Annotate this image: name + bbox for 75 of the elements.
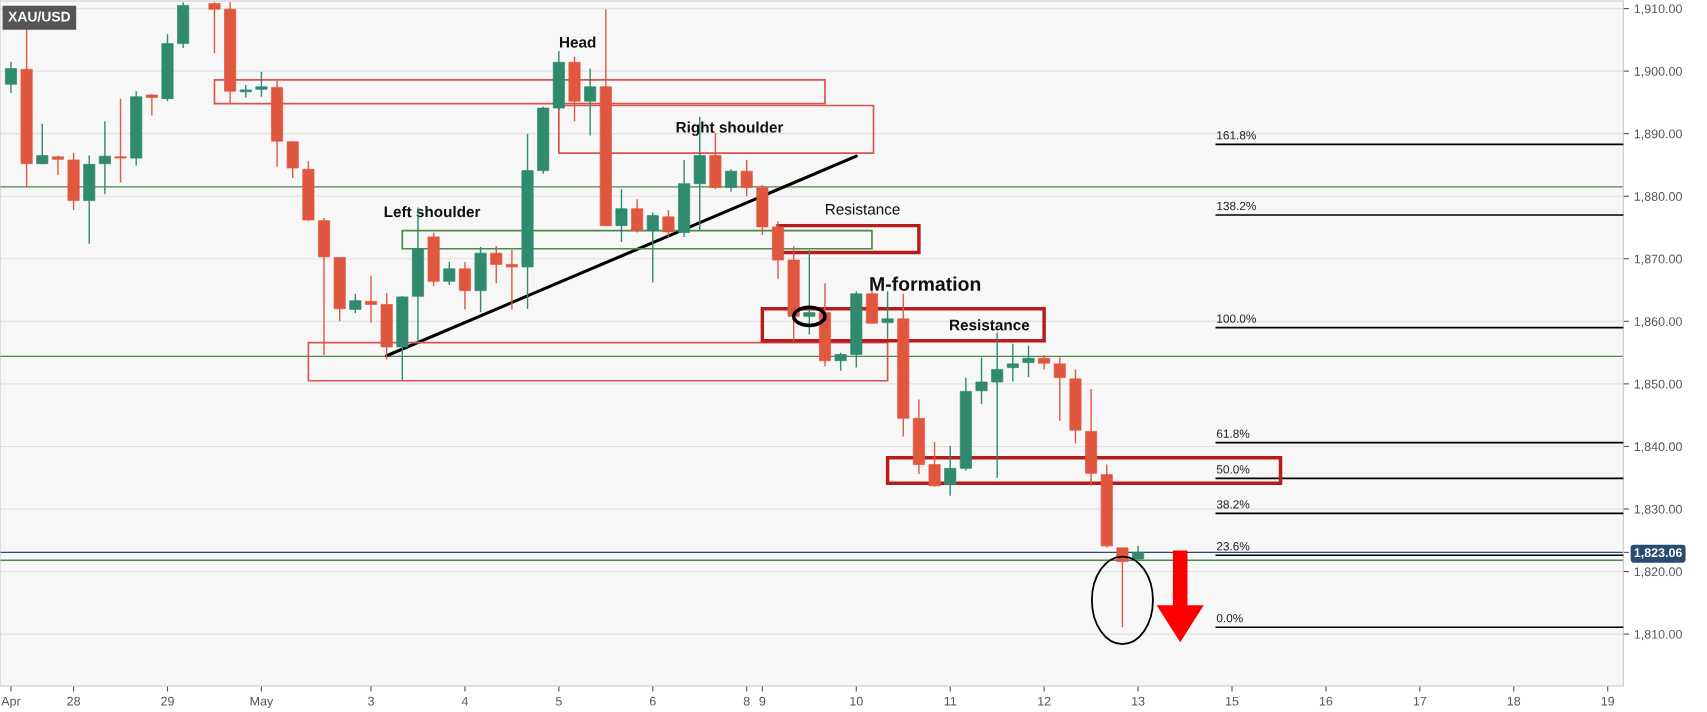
annotation: 138.2% [1217, 201, 1256, 211]
candlestick [928, 441, 941, 488]
x-tick-label: Apr [1, 696, 21, 709]
candlestick [98, 120, 111, 196]
annotation: Resistance [826, 203, 900, 215]
candlestick [881, 290, 894, 340]
annotation: 61.8% [1216, 429, 1250, 438]
y-tick-label: 1,880.00 [1634, 192, 1682, 203]
candlestick [208, 1, 221, 55]
x-tick-label: 19 [1601, 696, 1615, 706]
candlestick [505, 249, 518, 311]
annotation: 38.2% [1216, 500, 1250, 509]
candlestick [1053, 356, 1066, 422]
y-tick-label: 1,850.00 [1634, 379, 1682, 391]
candlestick [646, 211, 659, 284]
text: XAU/USD [8, 11, 71, 22]
y-tick-label: 1,900.00 [1634, 66, 1682, 78]
candlestick [725, 168, 738, 193]
y-tick-label: 1,830.00 [1634, 504, 1682, 516]
candlestick [662, 209, 675, 238]
y-tick-label: 1,820.00 [1634, 567, 1682, 578]
y-tick-label: 1,870.00 [1634, 254, 1682, 265]
x-tick-label: May [250, 696, 274, 709]
annotation: Head [559, 36, 596, 48]
x-tick-label: 6 [649, 696, 656, 706]
y-tick-label: 1,910.00 [1634, 4, 1682, 15]
annotation: 0.0% [1216, 614, 1243, 623]
annotation: 23.6% [1216, 542, 1250, 551]
candlestick [4, 61, 17, 94]
candlestick [255, 71, 268, 98]
x-tick-label: 8 [743, 696, 750, 706]
candlestick [145, 93, 158, 117]
candlestick [1022, 345, 1035, 378]
annotation: 161.8% [1217, 131, 1256, 140]
y-tick-label: 1,823.06 [1634, 548, 1682, 559]
x-tick-label: 15 [1226, 696, 1239, 706]
x-tick-label: 29 [161, 696, 174, 706]
candlestick [458, 261, 471, 311]
annotation: 100.0% [1217, 314, 1256, 323]
x-tick-label: 18 [1507, 696, 1521, 706]
x-tick-label: 28 [67, 696, 80, 706]
candlestick [631, 198, 644, 234]
candlestick [740, 159, 753, 197]
y-tick-label: 1,810.00 [1634, 629, 1682, 641]
annotation: Resistance [950, 319, 1030, 331]
candlestick [834, 351, 847, 372]
x-tick-label: 17 [1413, 696, 1427, 706]
annotation: M-formation [870, 276, 981, 291]
y-tick-label: 1,840.00 [1634, 442, 1682, 453]
candlestick [803, 249, 816, 336]
candlestick [1006, 343, 1019, 383]
candlestick [975, 356, 988, 405]
annotation: 50.0% [1216, 465, 1250, 474]
x-tick-label: 13 [1132, 696, 1145, 706]
candlestick [36, 122, 49, 166]
candlestick [365, 274, 377, 324]
candlestick [443, 261, 456, 286]
candlestick [114, 97, 127, 184]
x-tick-label: 11 [944, 696, 957, 706]
x-tick-label: 10 [850, 696, 863, 706]
candlestick [615, 188, 628, 243]
candlestick [1116, 547, 1129, 628]
candlestick [349, 293, 362, 314]
y-tick-label: 1,860.00 [1634, 317, 1682, 328]
x-tick-label: 4 [461, 696, 469, 706]
x-tick-label: 5 [555, 696, 562, 706]
candlestick [991, 331, 1004, 479]
candlestick [490, 245, 503, 284]
candlestick [944, 445, 957, 497]
candlestick [584, 67, 597, 137]
x-tick-label: 3 [368, 696, 374, 706]
y-tick-label: 1,890.00 [1634, 129, 1682, 140]
x-tick-label: 12 [1038, 696, 1051, 706]
x-tick-label: 9 [759, 696, 766, 706]
x-tick-label: 16 [1319, 696, 1333, 706]
